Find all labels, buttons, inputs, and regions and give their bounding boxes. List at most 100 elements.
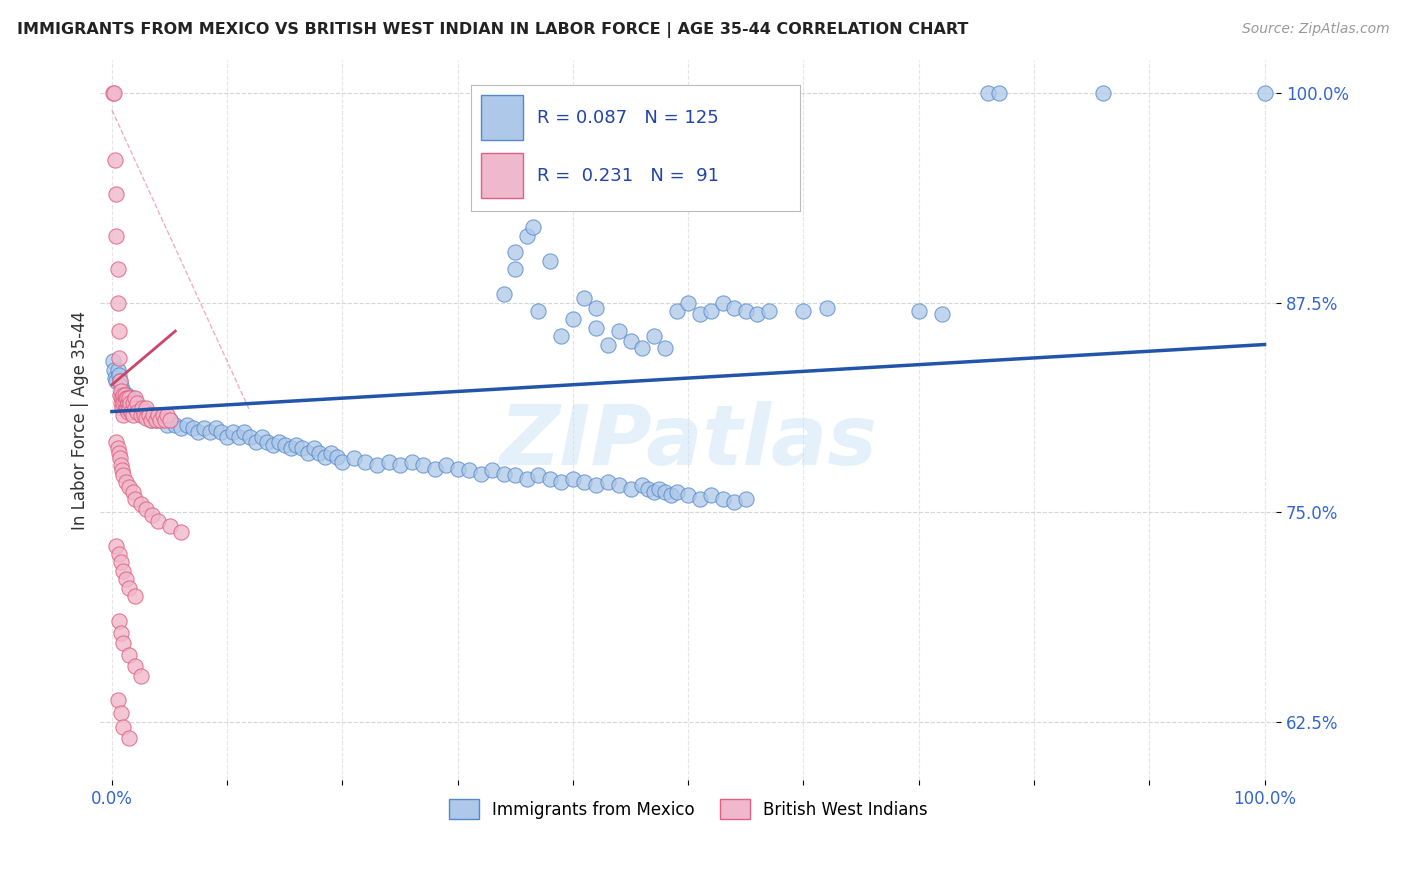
Point [711, 295, 734, 310]
Point [643, 485, 665, 500]
Point [118, 480, 141, 494]
Point [121, 404, 143, 418]
Point [103, 362, 125, 376]
Point [105, 375, 128, 389]
Point [121, 485, 143, 500]
Text: ZIPatlas: ZIPatlas [499, 401, 877, 482]
Point [124, 589, 146, 603]
Point [648, 482, 671, 496]
Point [222, 425, 245, 439]
Point [619, 482, 641, 496]
Point [619, 334, 641, 348]
Point [434, 458, 457, 473]
Point [280, 442, 302, 456]
Point [170, 421, 193, 435]
Point [527, 304, 550, 318]
Point [135, 404, 157, 418]
Point [112, 720, 135, 734]
Point [141, 508, 163, 523]
Point [115, 388, 138, 402]
Point [117, 404, 139, 418]
Point [105, 434, 128, 449]
Point [146, 514, 169, 528]
Point [121, 396, 143, 410]
Point [135, 501, 157, 516]
Point [145, 413, 167, 427]
Point [149, 413, 172, 427]
Point [134, 408, 156, 422]
Point [139, 413, 162, 427]
Point [734, 491, 756, 506]
Point [110, 384, 132, 399]
Point [723, 301, 745, 315]
Point [108, 451, 131, 466]
Point [129, 408, 152, 422]
Point [354, 455, 377, 469]
Point [107, 368, 129, 382]
Point [112, 388, 135, 402]
Point [659, 488, 682, 502]
Point [250, 430, 273, 444]
Point [101, 354, 124, 368]
Point [159, 413, 181, 427]
Point [146, 408, 169, 422]
Point [129, 401, 152, 416]
Point [631, 478, 654, 492]
Point [124, 659, 146, 673]
Point [129, 669, 152, 683]
Point [412, 458, 434, 473]
Point [723, 495, 745, 509]
Point [815, 301, 838, 315]
Point [114, 388, 136, 402]
Point [107, 262, 129, 277]
Point [153, 413, 176, 427]
Point [118, 648, 141, 662]
Point [124, 396, 146, 410]
Point [115, 401, 138, 416]
Text: IMMIGRANTS FROM MEXICO VS BRITISH WEST INDIAN IN LABOR FORCE | AGE 35-44 CORRELA: IMMIGRANTS FROM MEXICO VS BRITISH WEST I… [17, 22, 969, 38]
Point [104, 371, 127, 385]
Point [114, 391, 136, 405]
Point [700, 304, 723, 318]
Point [977, 86, 1000, 100]
Point [596, 337, 619, 351]
Point [325, 450, 347, 464]
Point [492, 467, 515, 481]
Point [233, 425, 256, 439]
Point [105, 228, 128, 243]
Point [343, 451, 366, 466]
Point [112, 636, 135, 650]
Point [481, 463, 503, 477]
Point [585, 320, 607, 334]
Point [118, 401, 141, 416]
Point [239, 430, 262, 444]
Point [111, 388, 134, 402]
Point [256, 434, 278, 449]
Point [574, 291, 596, 305]
Point [127, 404, 149, 418]
Point [931, 307, 953, 321]
Point [262, 438, 284, 452]
Point [156, 408, 179, 422]
Point [654, 485, 676, 500]
Point [758, 304, 780, 318]
Point [107, 446, 129, 460]
Point [107, 362, 129, 376]
Point [538, 253, 561, 268]
Point [505, 262, 527, 277]
Point [314, 450, 336, 464]
Point [516, 472, 538, 486]
Point [187, 425, 209, 439]
Point [423, 461, 446, 475]
Point [447, 461, 470, 475]
Point [574, 475, 596, 489]
Point [165, 417, 187, 432]
Point [550, 329, 572, 343]
Point [607, 478, 630, 492]
Point [131, 401, 153, 416]
Point [470, 467, 492, 481]
Point [114, 572, 136, 586]
Point [112, 384, 135, 399]
Point [104, 153, 127, 168]
Point [204, 421, 226, 435]
